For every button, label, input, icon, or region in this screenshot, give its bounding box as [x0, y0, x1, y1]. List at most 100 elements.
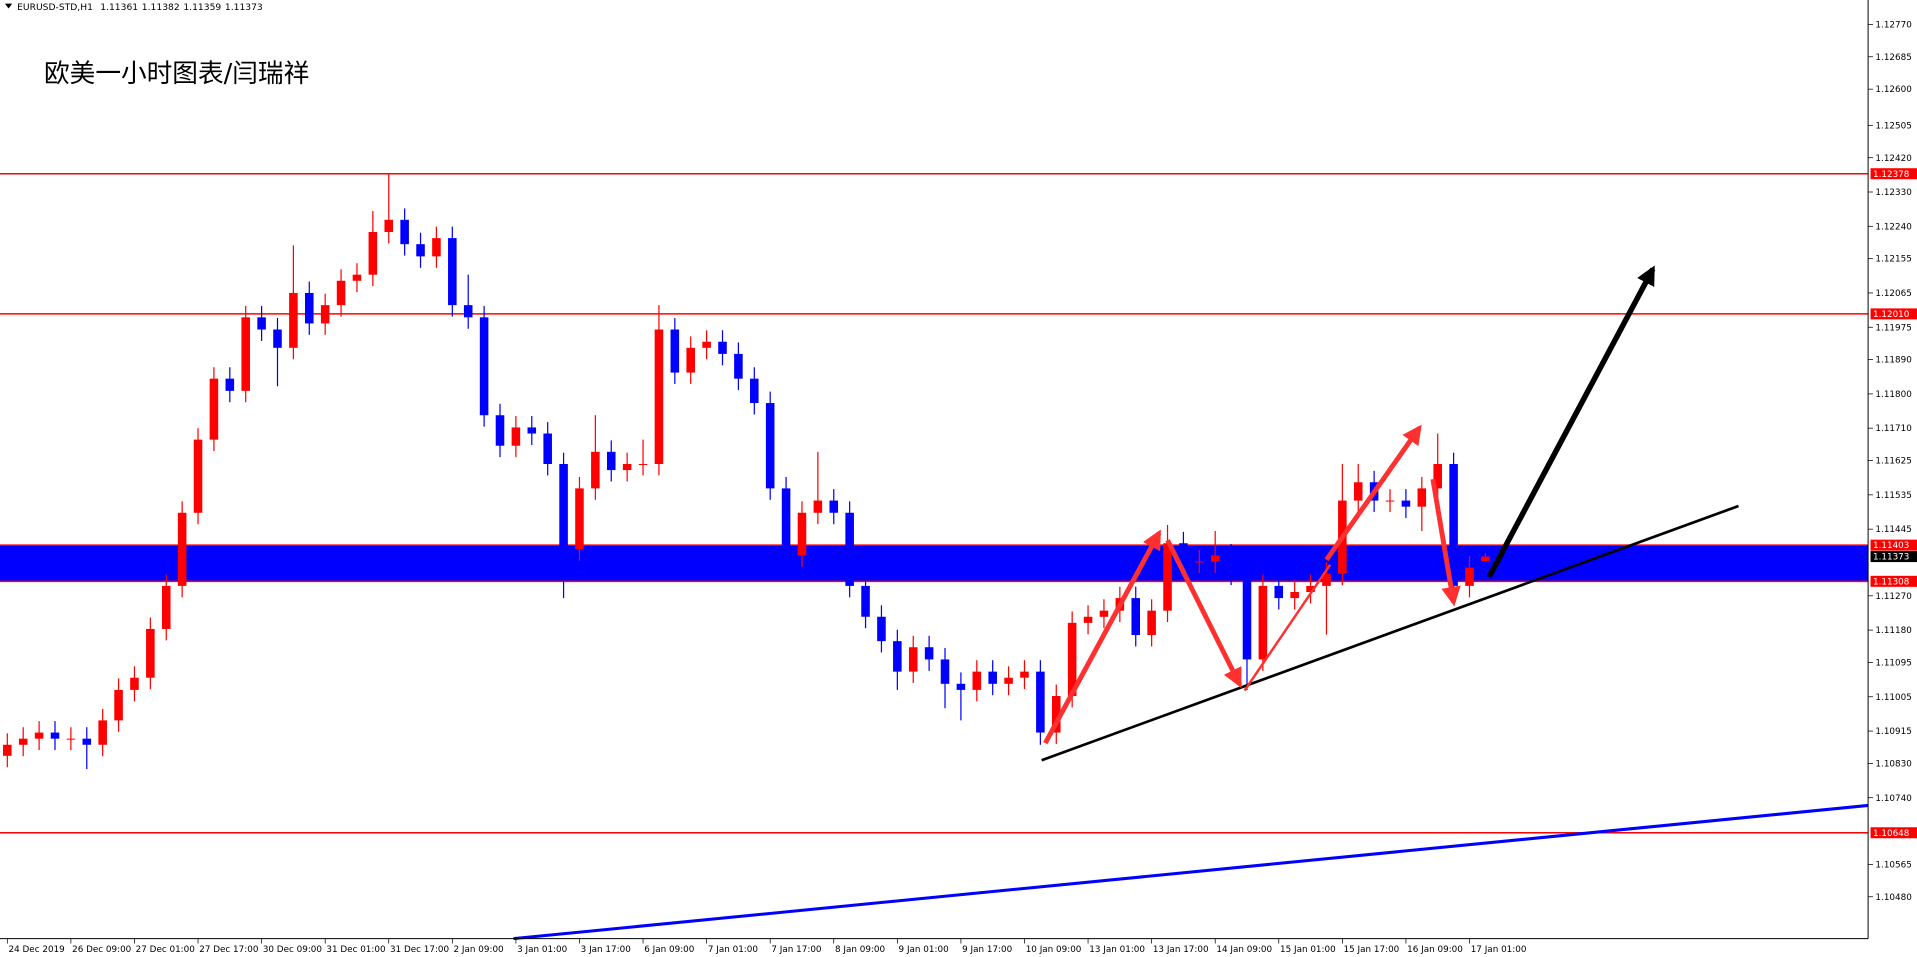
- candle-body: [98, 720, 107, 745]
- candle-body: [1417, 488, 1427, 507]
- x-tick-label: 27 Dec 01:00: [136, 945, 196, 955]
- candle-body: [511, 427, 521, 446]
- price-label-box: [1870, 551, 1917, 563]
- candle-body: [1210, 555, 1220, 562]
- x-tick-label: 13 Jan 01:00: [1089, 945, 1145, 955]
- candle-body: [1385, 500, 1395, 502]
- price-label: 1.11308: [1873, 577, 1909, 587]
- price-label-box: [1870, 575, 1917, 587]
- menu-icon[interactable]: [4, 3, 13, 9]
- candle-body: [1051, 696, 1061, 733]
- candle-body: [1099, 610, 1109, 617]
- y-tick-label: 1.10565: [1875, 860, 1911, 870]
- candle-body: [34, 732, 44, 739]
- candle-body: [177, 512, 187, 586]
- candle-body: [559, 464, 568, 550]
- y-tick-label: 1.12600: [1875, 85, 1912, 95]
- y-tick-label: 1.11005: [1875, 693, 1911, 703]
- candle-body: [1258, 585, 1268, 660]
- candle-body: [591, 451, 600, 489]
- candle-body: [1163, 543, 1172, 611]
- arrow-forecast: [1486, 265, 1656, 579]
- candle-body: [18, 738, 28, 745]
- candle-body: [845, 512, 854, 586]
- x-tick-label: 30 Dec 09:00: [263, 945, 323, 955]
- candle-body: [1401, 500, 1411, 507]
- candle-body: [448, 238, 457, 306]
- price-label-box: [1870, 539, 1917, 551]
- zone-band: [0, 545, 1869, 582]
- candle-body: [384, 219, 394, 233]
- x-tick-label: 9 Jan 17:00: [962, 945, 1013, 955]
- arrow-down: [1165, 539, 1242, 688]
- candle-body: [813, 500, 823, 513]
- y-tick-label: 1.11535: [1875, 491, 1911, 501]
- candle-body: [686, 347, 696, 373]
- candle-body: [861, 585, 870, 617]
- candle-body: [225, 378, 235, 391]
- candle-body: [416, 244, 425, 257]
- price-label: 1.11373: [1873, 553, 1909, 563]
- y-tick-label: 1.11800: [1875, 390, 1912, 400]
- x-tick-label: 2 Jan 09:00: [454, 945, 505, 955]
- candle-body: [50, 732, 60, 739]
- candle-body: [320, 305, 330, 324]
- candle-body: [130, 677, 139, 690]
- y-tick-label: 1.10830: [1875, 759, 1912, 769]
- x-tick-label: 3 Jan 17:00: [581, 945, 632, 955]
- chart-title: 欧美一小时图表/闫瑞祥: [44, 59, 309, 89]
- y-tick-label: 1.12065: [1875, 289, 1911, 299]
- candle-body: [305, 292, 314, 324]
- x-tick-label: 8 Jan 09:00: [835, 945, 886, 955]
- candle-body: [972, 671, 982, 690]
- candle-body: [114, 689, 123, 721]
- zone-layer: [0, 172, 1869, 834]
- candle-body: [241, 317, 250, 391]
- arrow-down: [1430, 478, 1461, 607]
- y-tick-label: 1.12420: [1875, 154, 1912, 164]
- candle-body: [1433, 464, 1442, 489]
- candle-body: [893, 641, 902, 672]
- price-label: 1.12378: [1873, 170, 1909, 180]
- candle-body: [161, 585, 171, 629]
- x-tick-label: 15 Jan 01:00: [1280, 945, 1336, 955]
- candle-body: [368, 232, 378, 275]
- candle-body: [940, 659, 950, 684]
- y-tick-label: 1.11625: [1875, 457, 1911, 467]
- candle-body: [956, 683, 966, 690]
- low: 1.11359: [183, 2, 221, 13]
- candle-body: [781, 488, 791, 556]
- x-tick-label: 17 Jan 01:00: [1471, 945, 1527, 955]
- candle-body: [1226, 555, 1236, 574]
- x-tick-label: 7 Jan 01:00: [708, 945, 759, 955]
- candle-body: [1274, 585, 1284, 599]
- open: 1.11361: [100, 2, 138, 13]
- x-tick-label: 7 Jan 17:00: [771, 945, 822, 955]
- candle-body: [1147, 610, 1156, 636]
- arrow-line: [1243, 563, 1332, 692]
- candle-body: [1449, 464, 1458, 586]
- candle-body: [606, 451, 616, 471]
- candle-body: [750, 378, 759, 404]
- y-tick-label: 1.12770: [1875, 20, 1912, 30]
- price-label-box: [1870, 827, 1917, 839]
- x-tick-label: 15 Jan 17:00: [1344, 945, 1400, 955]
- annotations: [513, 265, 1869, 941]
- candle-body: [575, 488, 584, 550]
- y-tick-label: 1.10740: [1875, 794, 1912, 804]
- candle-body: [352, 274, 362, 281]
- arrow-up: [1324, 424, 1422, 562]
- x-tick-label: 27 Dec 17:00: [199, 945, 259, 955]
- candle-body: [718, 341, 727, 354]
- candle-body: [400, 219, 409, 245]
- x-tick-label: 31 Dec 17:00: [390, 945, 450, 955]
- x-tick-label: 10 Jan 09:00: [1026, 945, 1082, 955]
- candle-body: [1322, 573, 1331, 586]
- candle-body: [702, 341, 711, 348]
- arrow-up: [1043, 529, 1162, 745]
- candle-body: [1036, 671, 1045, 733]
- candle-body: [797, 512, 807, 556]
- y-tick-label: 1.12155: [1875, 255, 1911, 265]
